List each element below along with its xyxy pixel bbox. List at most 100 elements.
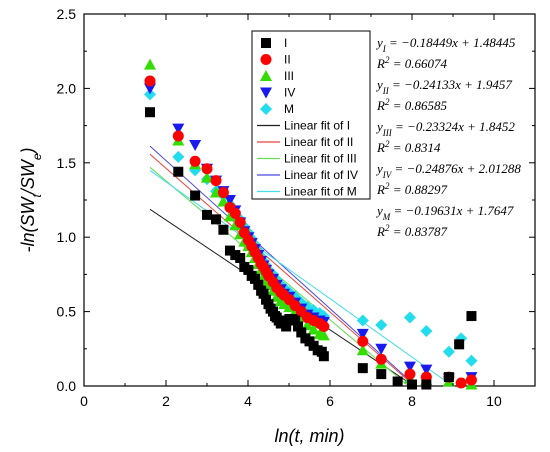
data-point-i	[190, 190, 201, 201]
data-point-i	[376, 369, 387, 380]
data-point-iv	[420, 364, 433, 376]
fit-line-iii	[149, 166, 409, 387]
x-tick-label: 4	[244, 393, 252, 409]
data-point-ii	[357, 335, 369, 347]
data-point-i	[318, 351, 329, 362]
data-point-i	[243, 264, 254, 275]
data-point-ii	[210, 175, 222, 187]
legend-marker-i	[261, 38, 271, 48]
fit-equation-iii: yIII = −0.23324x + 1.8452	[375, 119, 515, 138]
data-point-m	[403, 311, 416, 324]
data-point-m	[356, 314, 369, 327]
x-tick-label: 10	[486, 393, 502, 409]
data-point-ii	[465, 374, 477, 386]
data-point-iv	[144, 83, 157, 95]
axis-ticks: 0 2 4 6 8 10 0.0 0.5 1.0 1.5 2.0 2.5	[57, 6, 535, 409]
data-point-i	[211, 214, 222, 225]
data-point-m	[172, 150, 185, 163]
data-point-ii	[404, 368, 416, 380]
data-point-i	[235, 253, 246, 264]
data-point-ii	[318, 320, 330, 332]
fit-r2-ii: R2 = 0.86585	[376, 97, 447, 113]
fit-equation-i: yI = −0.18449x + 1.48445	[375, 35, 516, 54]
data-point-i	[296, 327, 307, 338]
legend-label-i: I	[284, 36, 287, 50]
data-point-iv	[172, 123, 185, 135]
data-point-i	[454, 339, 465, 350]
data-point-ii	[217, 187, 229, 199]
data-point-i	[173, 166, 184, 177]
x-tick-label: 2	[162, 393, 170, 409]
data-points	[144, 58, 478, 390]
legend-fit-label-ii: Linear fit of II	[284, 135, 353, 149]
data-point-i	[443, 372, 454, 383]
x-tick-label: 6	[326, 393, 334, 409]
data-point-ii	[229, 207, 241, 219]
data-point-i	[357, 363, 368, 374]
data-point-iii	[144, 58, 157, 70]
legend-marker-iv	[260, 87, 272, 99]
data-point-iii	[317, 329, 330, 341]
legend-fit-label-m: Linear fit of M	[284, 185, 357, 199]
x-axis-title: ln(t, min)	[274, 426, 344, 446]
fit-line-iv	[149, 145, 417, 387]
data-point-i	[421, 379, 432, 390]
data-point-iii	[229, 219, 242, 231]
data-point-m	[442, 345, 455, 358]
fit-equation-m: yM = −0.19631x + 1.7647	[375, 203, 514, 222]
data-point-ii	[375, 353, 387, 365]
legend-label-m: M	[284, 102, 294, 116]
legend-label-iv: IV	[284, 86, 295, 100]
y-tick-label: 0.5	[57, 304, 77, 320]
data-point-iv	[189, 139, 202, 151]
data-point-iii	[223, 210, 236, 222]
fit-r2-iv: R2 = 0.88297	[376, 181, 447, 197]
legend-box	[251, 30, 371, 200]
fit-r2-m: R2 = 0.83787	[376, 223, 447, 239]
data-point-i	[253, 279, 264, 290]
data-point-i	[202, 209, 212, 220]
data-point-iv	[223, 195, 236, 206]
data-point-m	[465, 354, 478, 367]
data-point-i	[466, 311, 477, 322]
data-point-i	[258, 288, 269, 299]
legend-fit-label-iv: Linear fit of IV	[284, 168, 358, 182]
data-point-ii	[234, 216, 246, 228]
x-tick-label: 8	[408, 393, 416, 409]
data-point-iii	[201, 171, 213, 183]
y-tick-label: 1.5	[57, 155, 77, 171]
data-point-iv	[356, 328, 369, 340]
data-point-i	[293, 321, 304, 332]
legend-marker-iii	[260, 70, 272, 81]
y-axis-title: -ln(SWt/SWe)	[18, 147, 44, 252]
y-tick-label: 1.0	[57, 229, 77, 245]
y-tick-label: 2.5	[57, 6, 77, 22]
fit-r2-i: R2 = 0.66074	[376, 55, 447, 71]
fit-equation-ii: yII = −0.24133x + 1.9457	[375, 77, 512, 96]
data-point-iv	[403, 361, 416, 373]
legend-fit-label-i: Linear fit of I	[284, 119, 350, 133]
data-point-ii	[172, 130, 184, 142]
fit-line-m	[149, 170, 453, 387]
data-point-iii	[356, 344, 369, 356]
x-tick-label: 0	[80, 393, 88, 409]
data-point-i	[290, 315, 301, 326]
data-point-ii	[201, 163, 213, 175]
legend-label-ii: II	[284, 53, 291, 67]
data-point-ii	[455, 377, 467, 389]
data-point-m	[375, 318, 388, 331]
legend-marker-m	[260, 103, 272, 115]
legend-fit-label-iii: Linear fit of III	[284, 152, 357, 166]
legend-marker-ii	[260, 54, 272, 65]
data-point-i	[145, 107, 156, 118]
data-point-i	[281, 321, 292, 332]
data-point-i	[392, 376, 403, 387]
legend-label-iii: III	[284, 69, 294, 83]
data-point-iv	[375, 343, 388, 355]
data-point-ii	[189, 155, 201, 167]
data-point-i	[249, 273, 260, 284]
data-point-i	[224, 245, 235, 256]
